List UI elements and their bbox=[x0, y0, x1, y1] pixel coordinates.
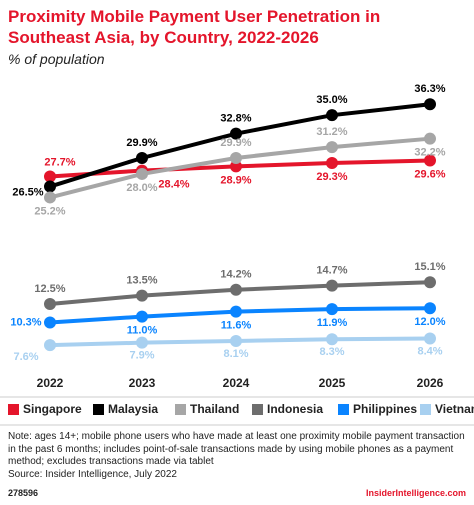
brand: InsiderIntelligence.com bbox=[365, 488, 466, 498]
data-label: 29.3% bbox=[316, 171, 347, 183]
data-label: 7.6% bbox=[13, 351, 38, 363]
data-label: 8.3% bbox=[319, 346, 344, 358]
chart-id: 278596 bbox=[8, 488, 39, 498]
data-point bbox=[230, 305, 242, 318]
data-point bbox=[326, 141, 338, 154]
data-point bbox=[44, 316, 56, 329]
data-point bbox=[424, 154, 436, 167]
data-point bbox=[230, 334, 242, 347]
notes: Note: ages 14+; mobile phone users who h… bbox=[8, 431, 468, 481]
data-label: 15.1% bbox=[414, 261, 445, 273]
data-point bbox=[136, 151, 148, 164]
data-label: 36.3% bbox=[414, 83, 445, 95]
legend-swatch bbox=[252, 404, 263, 415]
x-tick-label: 2023 bbox=[129, 376, 156, 390]
data-label: 14.7% bbox=[316, 264, 347, 276]
data-point bbox=[136, 310, 148, 323]
x-tick-label: 2024 bbox=[223, 376, 250, 390]
data-label: 28.9% bbox=[220, 174, 251, 186]
data-label: 11.0% bbox=[127, 325, 158, 337]
x-tick-label: 2026 bbox=[417, 376, 444, 390]
legend-swatch bbox=[8, 404, 19, 415]
data-label: 8.4% bbox=[417, 345, 442, 357]
data-point bbox=[44, 191, 56, 204]
data-point bbox=[326, 157, 338, 170]
data-label: 35.0% bbox=[316, 94, 347, 106]
data-point bbox=[424, 332, 436, 345]
data-label: 28.4% bbox=[158, 178, 189, 190]
chart-title: Proximity Mobile Payment User Penetratio… bbox=[8, 7, 381, 47]
data-point bbox=[44, 339, 56, 352]
data-label: 11.9% bbox=[317, 317, 348, 329]
data-point bbox=[136, 336, 148, 349]
legend-label: Philippines bbox=[353, 402, 417, 416]
legend-swatch bbox=[338, 404, 349, 415]
data-label: 25.2% bbox=[34, 205, 65, 217]
data-point bbox=[136, 167, 148, 180]
data-label: 29.6% bbox=[414, 168, 445, 180]
data-point bbox=[326, 333, 338, 346]
legend-label: Indonesia bbox=[267, 402, 323, 416]
data-label: 8.1% bbox=[223, 348, 248, 360]
data-label: 12.5% bbox=[34, 283, 65, 295]
legend-label: Vietnam bbox=[435, 402, 474, 416]
note: Note: ages 14+; mobile phone users who h… bbox=[8, 431, 465, 467]
source: Source: Insider Intelligence, July 2022 bbox=[8, 468, 177, 480]
data-label: 26.5% bbox=[12, 186, 43, 198]
data-label: 7.9% bbox=[129, 350, 154, 362]
data-point bbox=[424, 276, 436, 289]
data-label: 32.2% bbox=[414, 147, 445, 159]
legend-swatch bbox=[175, 404, 186, 415]
legend-label: Singapore bbox=[23, 402, 82, 416]
data-point bbox=[230, 283, 242, 296]
legend-label: Malaysia bbox=[108, 402, 158, 416]
data-label: 14.2% bbox=[220, 269, 251, 281]
data-point bbox=[44, 180, 56, 193]
x-tick-label: 2022 bbox=[37, 376, 64, 390]
data-point bbox=[424, 132, 436, 145]
data-label: 12.0% bbox=[414, 316, 445, 328]
data-label: 32.8% bbox=[220, 113, 251, 125]
data-point bbox=[230, 151, 242, 164]
data-label: 28.0% bbox=[126, 182, 157, 194]
legend-swatch bbox=[420, 404, 431, 415]
data-label: 29.9% bbox=[126, 137, 157, 149]
data-point bbox=[44, 298, 56, 311]
data-point bbox=[230, 160, 242, 173]
data-label: 10.3% bbox=[10, 316, 41, 328]
data-label: 29.9% bbox=[220, 137, 251, 149]
data-point bbox=[326, 279, 338, 292]
data-point bbox=[326, 303, 338, 316]
data-point bbox=[424, 98, 436, 111]
data-point bbox=[44, 170, 56, 183]
data-point bbox=[424, 302, 436, 315]
data-label: 13.5% bbox=[126, 275, 157, 287]
legend-label: Thailand bbox=[190, 402, 239, 416]
data-label: 27.7% bbox=[44, 156, 75, 168]
data-point bbox=[326, 109, 338, 122]
x-tick-label: 2025 bbox=[319, 376, 346, 390]
chart-subtitle: % of population bbox=[8, 51, 105, 67]
data-label: 31.2% bbox=[316, 126, 347, 138]
data-label: 11.6% bbox=[221, 320, 252, 332]
legend-swatch bbox=[93, 404, 104, 415]
data-point bbox=[136, 289, 148, 302]
data-point bbox=[230, 127, 242, 140]
